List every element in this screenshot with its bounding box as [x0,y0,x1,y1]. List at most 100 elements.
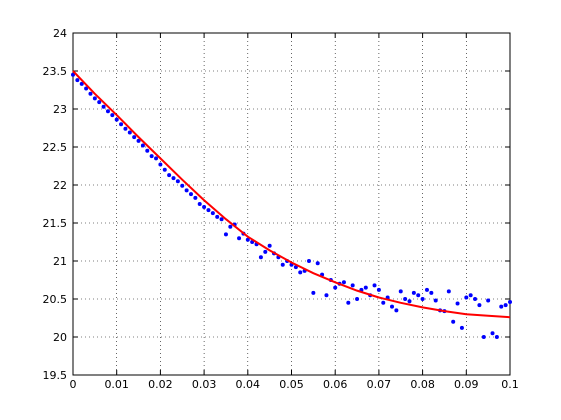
data-point [132,135,137,140]
data-point [477,303,482,308]
y-tick-label: 23 [53,103,67,116]
data-point [180,183,185,188]
data-point [197,202,202,206]
data-point [363,285,368,290]
data-point [346,300,351,305]
data-point [398,289,403,294]
data-point [175,179,180,184]
data-point [390,304,395,309]
data-point [237,236,242,241]
data-point [258,255,263,260]
data-point [372,283,377,288]
data-point [481,335,486,339]
data-point [71,72,75,77]
data-point [403,297,408,301]
data-point [215,214,220,219]
x-tick-label: 0.04 [236,378,261,391]
data-point [193,195,198,200]
data-point [416,293,421,298]
data-point [280,262,285,267]
data-point [424,287,429,292]
data-point [267,243,272,248]
data-point [154,156,159,161]
data-point [171,176,176,181]
data-point [184,188,189,193]
data-point [350,283,355,288]
data-point [127,130,132,135]
data-point [464,295,469,300]
data-point [490,331,495,336]
data-point [311,290,316,295]
x-tick-label: 0.08 [410,378,435,391]
data-point [407,299,412,304]
data-point [306,259,311,263]
data-point [202,205,207,210]
data-point [420,297,425,301]
y-tick-label: 19.5 [43,369,68,382]
data-point [88,91,93,96]
data-point [341,280,346,285]
data-point [473,297,478,301]
y-tick-label: 24 [53,27,67,40]
data-point [381,300,386,305]
data-point [376,287,381,292]
data-point [158,162,163,167]
data-point [228,224,233,229]
x-tick-label: 0.09 [454,378,479,391]
data-point [298,270,303,275]
data-point [136,138,141,143]
x-tick-label: 0.05 [279,378,304,391]
data-point [355,297,360,301]
y-tick-label: 20 [53,331,67,344]
data-point [315,261,320,266]
x-tick-label: 0.06 [323,378,348,391]
data-point [394,308,399,313]
x-tick-label: 0.1 [501,378,519,391]
plot-frame [72,32,511,376]
data-point [149,154,154,159]
data-point [105,109,110,114]
fit-line [72,70,511,319]
data-point [245,237,250,242]
data-point [333,285,338,290]
data-point [114,117,119,122]
x-tick-label: 0 [70,378,77,391]
data-point [162,167,167,172]
data-point [84,86,89,91]
data-point [508,300,512,305]
data-point [324,293,329,298]
data-point [429,290,434,295]
data-point [411,290,416,295]
y-tick-label: 22 [53,179,67,192]
y-tick-label: 23.5 [43,65,68,78]
x-tick-label: 0.03 [192,378,217,391]
data-point [123,126,128,131]
data-point [446,289,451,294]
data-point [451,319,456,324]
data-point [494,335,499,339]
data-point [223,232,228,237]
data-point [75,78,80,83]
x-tick-label: 0.02 [148,378,173,391]
y-tick-label: 21 [53,255,67,268]
data-point [459,325,464,330]
y-tick-label: 22.5 [43,141,68,154]
x-tick-label: 0.01 [104,378,129,391]
data-point [92,96,97,101]
data-point [433,298,438,303]
data-point [468,293,473,298]
data-point [101,104,106,109]
data-point [486,298,491,303]
data-point [219,217,224,222]
data-point [206,208,211,213]
data-point [210,211,215,216]
x-tick-label: 0.07 [367,378,392,391]
data-point [499,304,504,309]
data-point [145,148,150,153]
data-point [503,303,508,308]
data-point [140,143,145,148]
data-point [263,249,268,254]
